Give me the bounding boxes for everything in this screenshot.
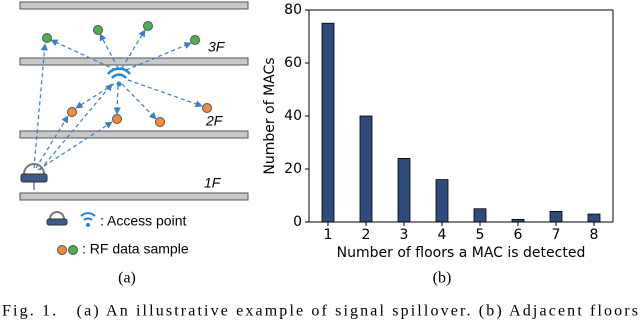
x-tick-label: 3 bbox=[400, 227, 409, 243]
y-tick-label: 20 bbox=[284, 161, 302, 177]
samples bbox=[42, 21, 212, 127]
legend: : Access point : RF data sample bbox=[46, 211, 189, 257]
caption: Fig. 1. (a) An illustrative example of s… bbox=[2, 303, 638, 320]
x-tick-label: 8 bbox=[590, 227, 599, 243]
y-tick-label: 0 bbox=[293, 214, 302, 230]
wifi-icon bbox=[107, 67, 131, 87]
legend-label: : Access point bbox=[100, 213, 186, 229]
bar bbox=[359, 115, 373, 223]
bar bbox=[321, 22, 335, 223]
bar-chart: Number of MACs Number of floors a MAC is… bbox=[262, 2, 614, 261]
bar bbox=[397, 157, 411, 223]
y-axis-label: Number of MACs bbox=[262, 57, 278, 174]
floor-slab bbox=[19, 192, 249, 201]
floor-slab bbox=[19, 130, 249, 139]
arrows bbox=[33, 29, 203, 171]
bar bbox=[435, 179, 449, 223]
x-tick-label: 4 bbox=[438, 227, 447, 243]
floor-slab bbox=[19, 1, 249, 10]
y-tick-label: 80 bbox=[284, 2, 302, 18]
y-tick-label: 40 bbox=[284, 108, 302, 124]
bar bbox=[473, 208, 487, 223]
x-tick-label: 6 bbox=[514, 227, 523, 243]
x-tick-label: 7 bbox=[552, 227, 561, 243]
x-axis-label: Number of floors a MAC is detected bbox=[337, 245, 586, 261]
x-tick-label: 2 bbox=[362, 227, 371, 243]
floor-label: 1F bbox=[204, 175, 222, 191]
panel-label: (b) bbox=[433, 270, 452, 287]
legend-label: : RF data sample bbox=[82, 241, 189, 257]
floor-slab bbox=[19, 57, 249, 66]
bar bbox=[549, 210, 563, 223]
x-tick-label: 1 bbox=[324, 227, 333, 243]
floor-label: 3F bbox=[208, 39, 226, 55]
x-tick-label: 5 bbox=[476, 227, 485, 243]
y-tick-label: 60 bbox=[284, 55, 302, 71]
panel-label: (a) bbox=[118, 270, 136, 287]
axes-frame bbox=[308, 9, 614, 223]
router-icon bbox=[20, 163, 48, 190]
floor-label: 2F bbox=[205, 113, 224, 129]
diagram: 3F 2F 1F bbox=[19, 1, 249, 257]
bar bbox=[587, 213, 601, 223]
